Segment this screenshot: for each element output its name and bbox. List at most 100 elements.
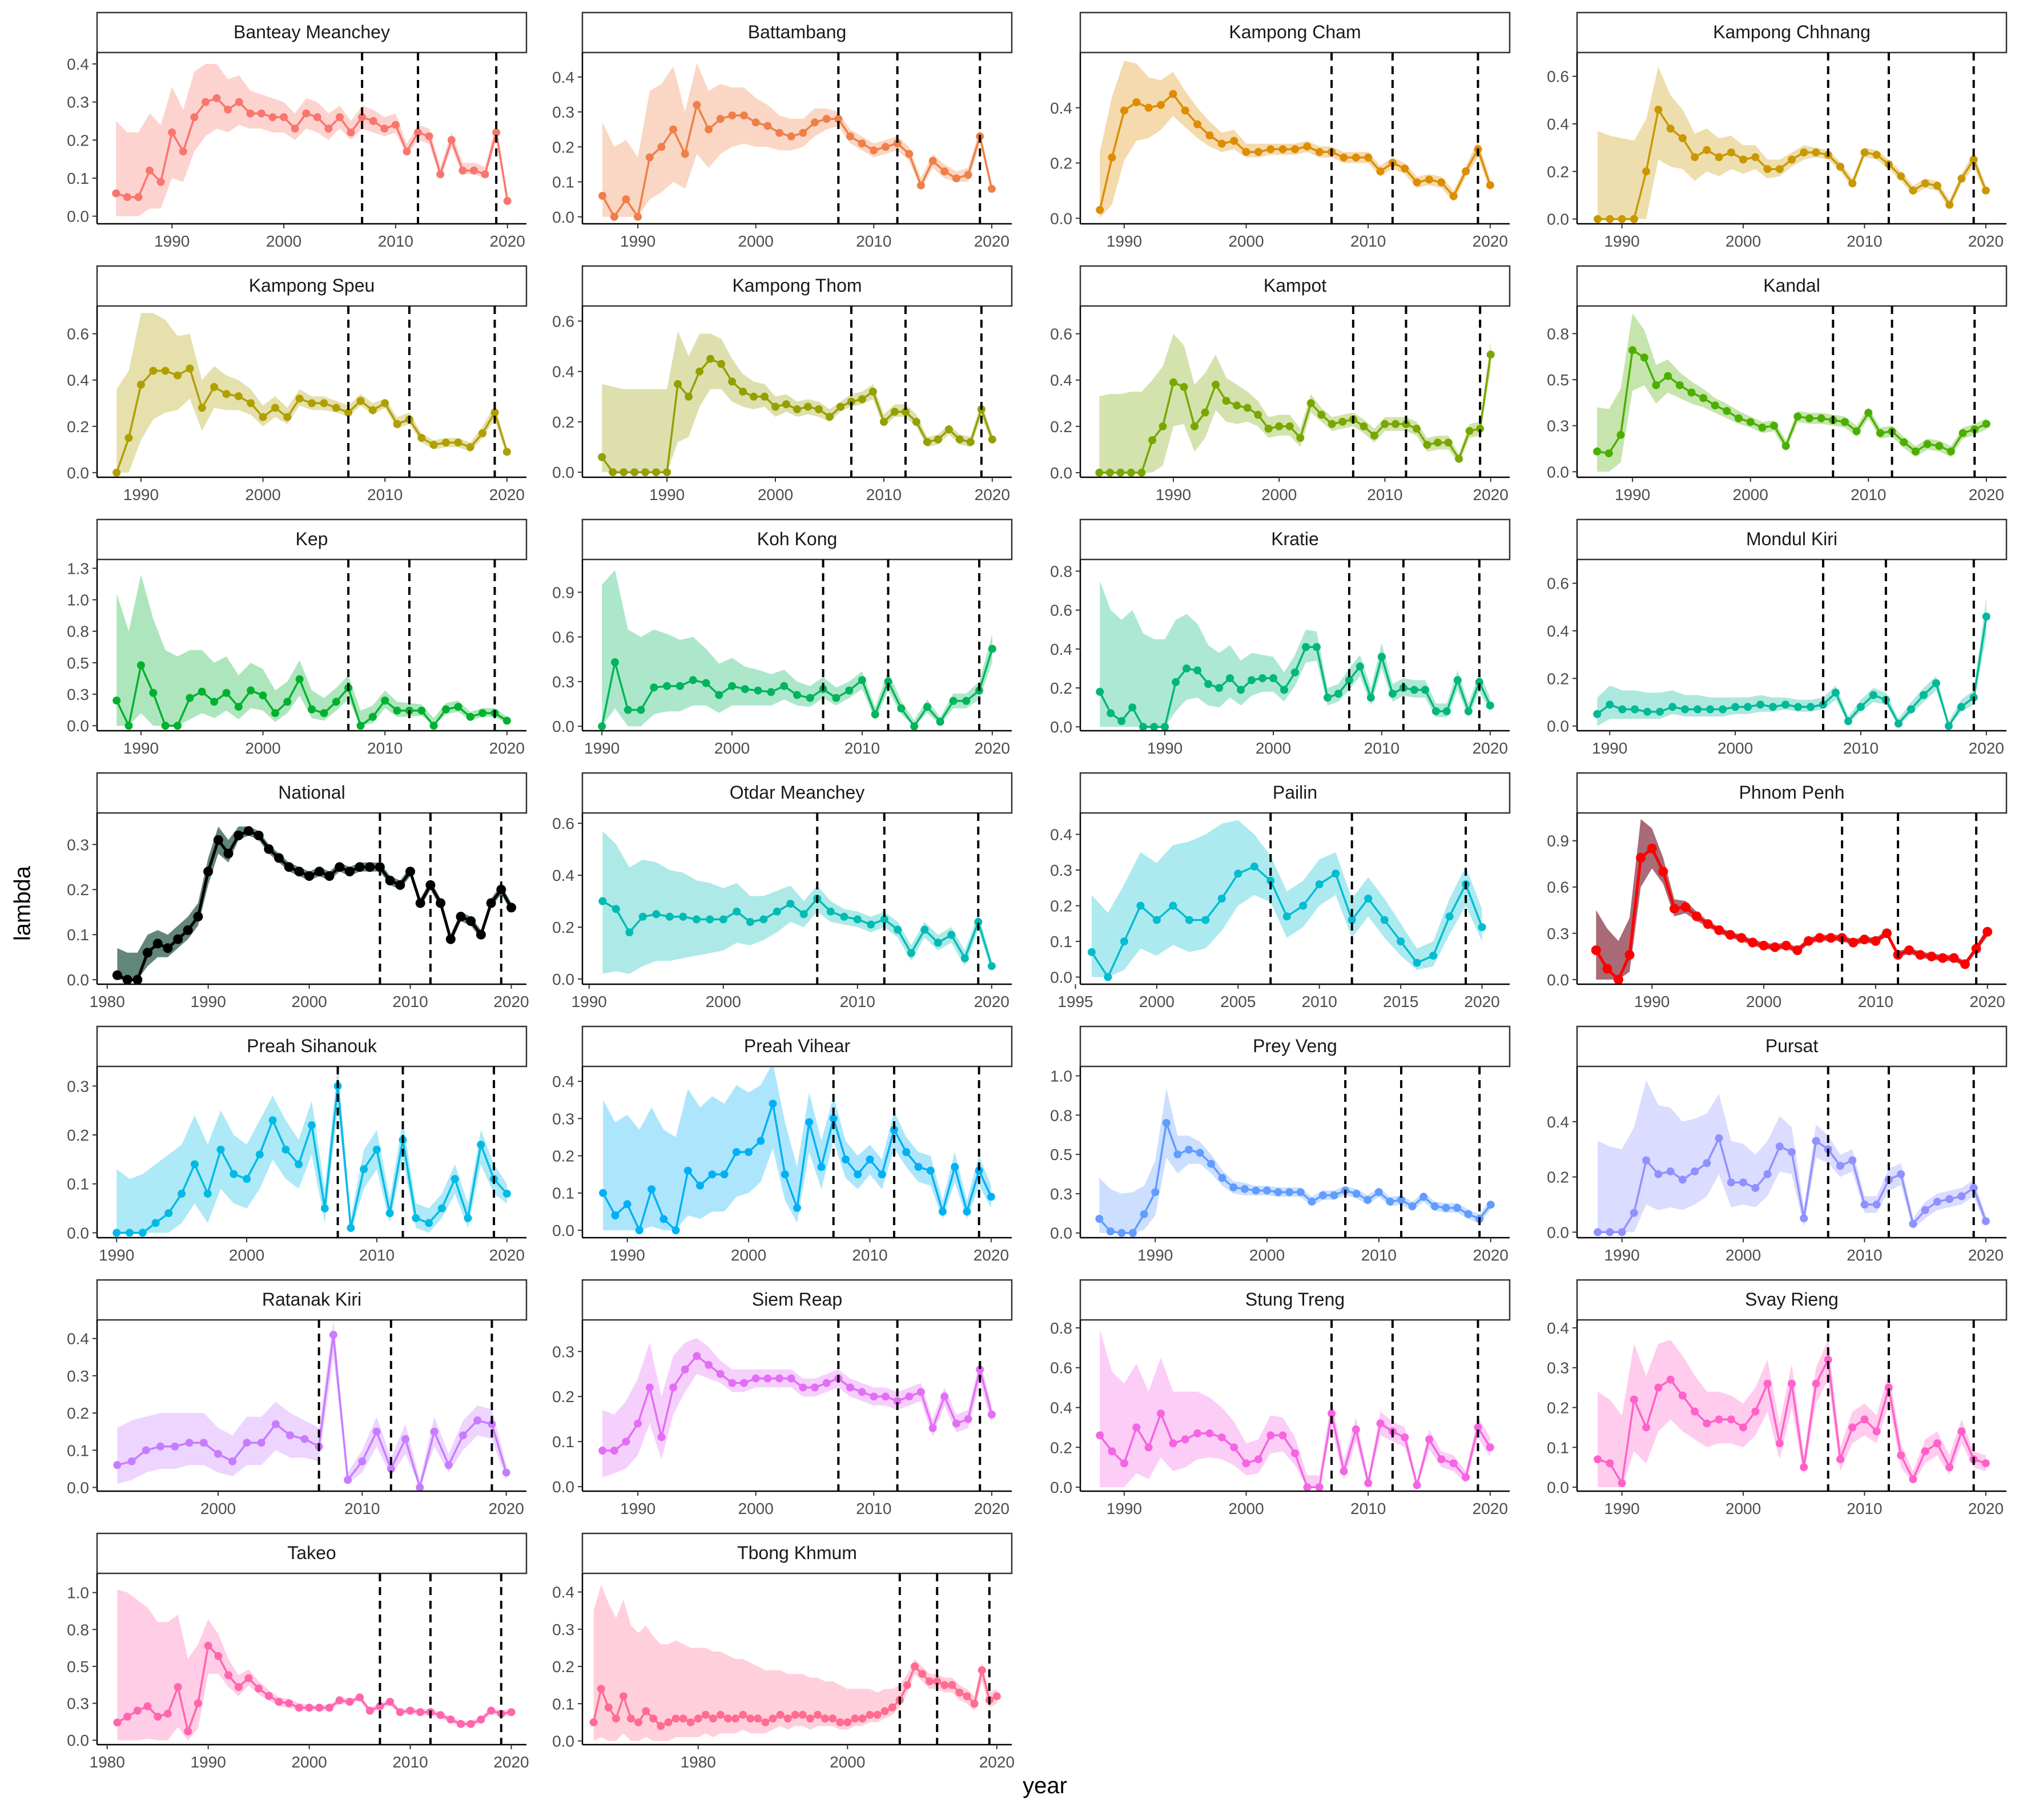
data-point <box>1364 895 1373 903</box>
data-point <box>1254 410 1262 419</box>
data-point <box>1464 707 1473 715</box>
panel-stung-treng: Stung Treng 0.0 0.2 0.4 0.6 0.8 1990 2000 2010 20… <box>1050 1279 1511 1517</box>
panel-kampong-cham: Kampong Cham 0.0 0.2 0.4 1990 2000 2010 2020 <box>1050 11 1511 250</box>
confidence-band <box>1091 820 1482 977</box>
data-point <box>198 404 206 412</box>
data-point <box>911 1662 919 1670</box>
data-point <box>1982 927 1993 937</box>
data-point <box>274 853 284 863</box>
data-point <box>1193 1429 1202 1438</box>
data-point <box>1449 192 1458 200</box>
confidence-band <box>1099 333 1491 473</box>
data-point <box>1095 468 1104 477</box>
confidence-band <box>602 1338 992 1478</box>
data-point <box>695 367 704 376</box>
data-point <box>1594 1228 1602 1237</box>
data-point <box>709 1714 717 1723</box>
data-point <box>775 1374 783 1383</box>
data-point <box>203 1189 212 1198</box>
data-point <box>1217 895 1226 903</box>
data-point <box>645 153 654 162</box>
data-point <box>202 98 210 106</box>
data-point <box>1313 643 1321 651</box>
data-point <box>332 698 340 706</box>
data-point <box>826 907 835 916</box>
x-tick-label: 1990 <box>620 232 655 250</box>
data-point <box>793 405 801 413</box>
data-point <box>285 1699 293 1708</box>
data-point <box>811 1383 819 1392</box>
data-point <box>1937 953 1948 963</box>
data-point <box>1226 674 1234 682</box>
data-point <box>168 128 176 136</box>
data-point <box>1945 1463 1954 1472</box>
data-point <box>1096 687 1104 696</box>
data-point <box>1340 1467 1348 1476</box>
strip-title: Preah Vihear <box>744 1036 851 1056</box>
data-point <box>1915 950 1925 960</box>
data-point <box>365 862 375 872</box>
panel-preah-vihear: Preah Vihear 0.0 0.1 0.2 0.3 0.4 1990 2000 2010 2… <box>552 1025 1013 1264</box>
data-point <box>1201 916 1210 924</box>
confidence-band <box>1100 61 1490 219</box>
data-point <box>174 371 182 380</box>
data-point <box>1957 1192 1966 1201</box>
data-point <box>143 948 152 958</box>
panel-pursat: Pursat 0.0 0.2 0.4 1990 2000 2010 2020 <box>1547 1025 2008 1264</box>
data-point <box>669 125 678 134</box>
data-point <box>1945 1195 1954 1203</box>
x-tick-label: 1990 <box>1604 1500 1639 1517</box>
y-tick-label: 0.8 <box>1050 562 1072 580</box>
data-point <box>1291 145 1299 154</box>
data-point <box>234 392 243 401</box>
data-point <box>1788 1148 1796 1156</box>
data-point <box>1266 1431 1275 1440</box>
data-point <box>1642 167 1651 176</box>
data-point <box>873 1710 882 1719</box>
data-point <box>843 1718 852 1726</box>
data-point <box>179 147 187 156</box>
data-point <box>1687 388 1696 397</box>
data-point <box>728 111 737 120</box>
x-tick-label: 2020 <box>490 232 525 250</box>
data-point <box>1217 139 1226 148</box>
data-point <box>454 703 462 711</box>
data-point <box>1364 1195 1372 1204</box>
data-point <box>1429 952 1438 960</box>
data-point <box>728 377 737 386</box>
data-point <box>611 658 619 666</box>
data-point <box>234 703 243 711</box>
data-point <box>686 1718 695 1726</box>
data-point <box>1137 468 1146 477</box>
data-point <box>425 132 433 140</box>
data-point <box>598 1446 607 1455</box>
data-point <box>611 1211 620 1219</box>
data-point <box>1775 165 1784 174</box>
data-point <box>1643 707 1652 716</box>
data-point <box>1872 1200 1881 1209</box>
data-point <box>154 1712 162 1721</box>
data-point <box>302 109 311 118</box>
data-point <box>1218 1174 1226 1182</box>
data-point <box>1380 916 1389 924</box>
strip <box>96 11 528 54</box>
x-tick-label: 2010 <box>367 739 403 757</box>
data-point <box>1285 422 1294 430</box>
y-tick-label: 1.0 <box>67 1584 89 1602</box>
x-tick-label: 2020 <box>974 1500 1010 1517</box>
data-point <box>234 831 244 840</box>
data-point <box>454 438 462 447</box>
data-point <box>1675 381 1684 389</box>
data-point <box>1723 406 1731 415</box>
data-point <box>1377 653 1386 661</box>
data-point <box>905 150 914 158</box>
data-point <box>1453 1203 1461 1212</box>
data-point <box>478 429 487 437</box>
x-tick-label: 1990 <box>123 486 159 504</box>
x-tick-label: 1990 <box>1604 1246 1639 1264</box>
data-point <box>1402 420 1410 428</box>
data-point <box>1324 694 1332 702</box>
data-point <box>1423 441 1431 449</box>
data-point <box>1117 717 1126 725</box>
x-tick-label: 2000 <box>1726 1246 1761 1264</box>
